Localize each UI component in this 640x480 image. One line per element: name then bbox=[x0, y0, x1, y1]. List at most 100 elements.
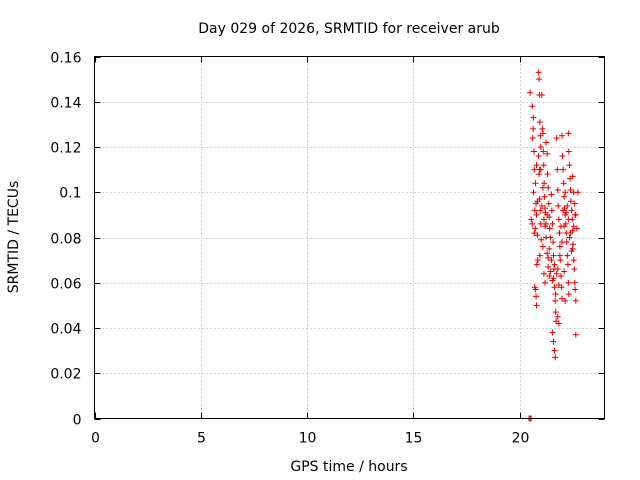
data-point bbox=[539, 130, 546, 137]
data-point bbox=[533, 302, 540, 309]
data-point bbox=[559, 295, 565, 302]
data-point bbox=[562, 189, 569, 196]
data-point bbox=[552, 291, 559, 298]
data-point bbox=[533, 261, 540, 268]
data-point bbox=[548, 207, 555, 214]
data-points bbox=[526, 69, 581, 422]
data-point bbox=[567, 229, 574, 236]
data-point bbox=[543, 234, 550, 241]
data-point bbox=[553, 270, 560, 277]
data-point bbox=[534, 232, 541, 239]
data-point bbox=[533, 162, 540, 169]
data-point bbox=[529, 103, 536, 110]
data-point bbox=[552, 354, 559, 361]
data-point bbox=[556, 229, 563, 236]
data-point bbox=[530, 189, 537, 196]
data-point bbox=[554, 266, 561, 273]
data-point bbox=[532, 180, 539, 187]
data-point bbox=[536, 119, 543, 126]
data-point bbox=[551, 284, 558, 291]
data-point bbox=[569, 173, 576, 180]
data-point bbox=[559, 239, 565, 246]
data-point bbox=[538, 202, 545, 209]
data-point bbox=[531, 166, 538, 173]
data-point bbox=[551, 261, 558, 268]
data-point bbox=[572, 297, 579, 304]
x-axis-label: GPS time / hours bbox=[290, 459, 407, 475]
data-point bbox=[560, 180, 567, 187]
data-point bbox=[541, 193, 548, 200]
data-point bbox=[571, 266, 578, 273]
data-point bbox=[544, 150, 551, 157]
data-point bbox=[555, 320, 562, 327]
data-point bbox=[572, 331, 579, 338]
data-point bbox=[546, 225, 553, 232]
y-tick-label: 0.06 bbox=[50, 277, 81, 293]
data-point bbox=[545, 254, 552, 261]
y-tick-label: 0.12 bbox=[50, 141, 81, 157]
data-point bbox=[548, 257, 555, 264]
data-point bbox=[574, 189, 581, 196]
data-point bbox=[566, 234, 573, 241]
data-point bbox=[550, 239, 557, 246]
data-point bbox=[544, 211, 551, 218]
data-point bbox=[565, 291, 572, 298]
data-point bbox=[550, 338, 557, 345]
data-point bbox=[561, 193, 568, 200]
data-point bbox=[567, 198, 574, 205]
data-point bbox=[571, 279, 578, 286]
data-point bbox=[543, 139, 550, 146]
x-tick-label: 20 bbox=[512, 431, 530, 447]
data-point bbox=[534, 257, 541, 264]
data-point bbox=[554, 186, 561, 193]
data-point bbox=[530, 148, 537, 155]
data-point bbox=[537, 144, 544, 150]
data-point bbox=[533, 293, 540, 300]
data-point bbox=[565, 148, 572, 155]
data-point bbox=[529, 220, 536, 227]
data-point bbox=[555, 202, 562, 209]
data-point bbox=[560, 207, 567, 214]
data-point bbox=[561, 268, 568, 275]
data-point bbox=[539, 243, 546, 250]
data-point bbox=[546, 245, 553, 252]
data-point bbox=[566, 162, 573, 169]
data-point bbox=[549, 277, 556, 284]
data-point bbox=[570, 223, 577, 230]
y-tick-label: 0 bbox=[73, 413, 82, 429]
data-point bbox=[537, 207, 544, 214]
data-point bbox=[542, 223, 548, 230]
data-point bbox=[533, 211, 540, 218]
data-point bbox=[556, 252, 563, 259]
data-point bbox=[568, 248, 575, 255]
data-point bbox=[567, 186, 574, 193]
data-point bbox=[550, 252, 557, 259]
data-point bbox=[546, 272, 553, 279]
data-point bbox=[573, 225, 580, 232]
data-point bbox=[564, 252, 571, 259]
y-tick-label: 0.16 bbox=[50, 51, 81, 67]
x-tick-label: 0 bbox=[91, 431, 100, 447]
y-tick-label: 0.08 bbox=[50, 232, 81, 248]
data-point bbox=[531, 207, 538, 214]
data-point bbox=[536, 166, 543, 173]
data-point bbox=[554, 313, 561, 320]
data-point bbox=[552, 297, 559, 304]
data-point bbox=[541, 180, 548, 187]
data-point bbox=[565, 279, 572, 286]
data-point bbox=[539, 184, 546, 191]
data-point bbox=[563, 209, 570, 216]
y-axis-label: SRMTID / TECUs bbox=[6, 181, 22, 294]
data-point bbox=[530, 114, 537, 121]
data-point bbox=[549, 329, 556, 336]
data-point bbox=[554, 166, 561, 173]
plot-frame bbox=[94, 56, 605, 419]
data-point bbox=[532, 225, 539, 232]
data-point bbox=[536, 252, 543, 259]
data-point bbox=[564, 261, 571, 268]
data-point bbox=[562, 297, 569, 304]
data-point bbox=[545, 184, 552, 191]
data-point bbox=[553, 134, 560, 141]
data-point bbox=[559, 132, 565, 139]
data-point bbox=[535, 69, 542, 76]
